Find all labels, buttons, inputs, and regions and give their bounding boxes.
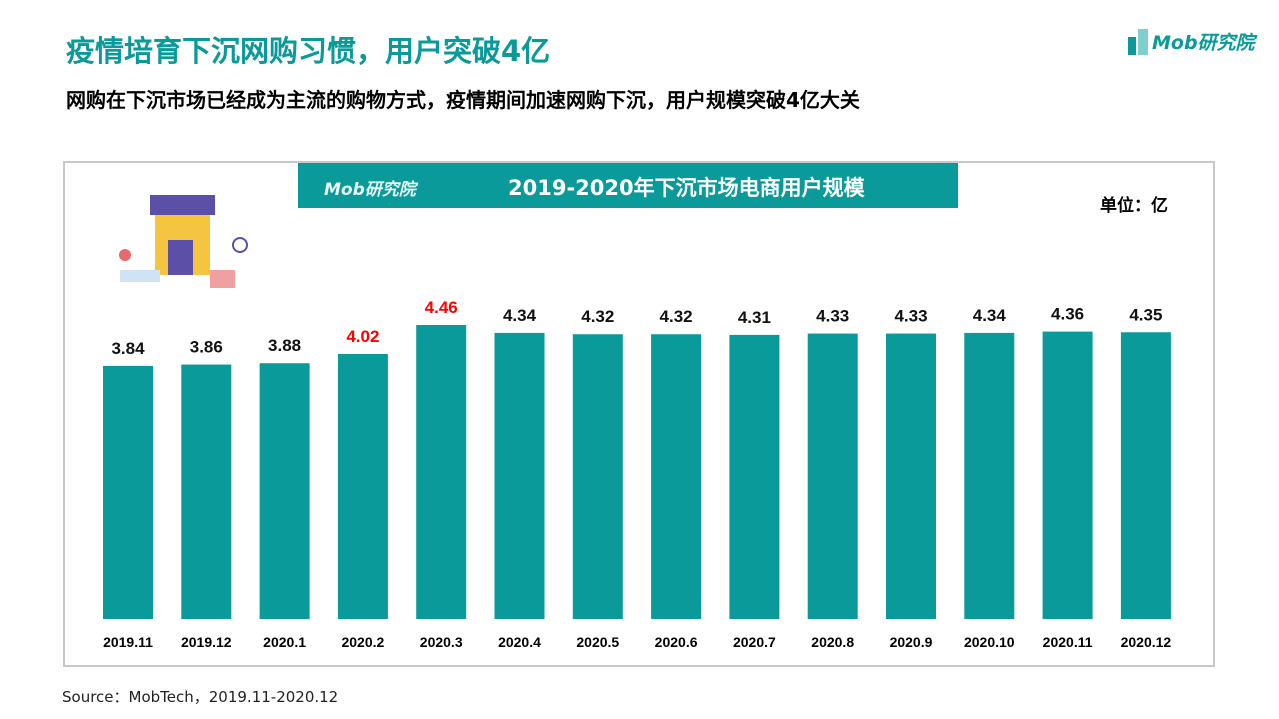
x-tick-label: 2019.11 xyxy=(103,634,153,650)
x-tick-label: 2020.9 xyxy=(890,634,933,650)
bar-2020.6 xyxy=(651,334,702,619)
data-label: 4.32 xyxy=(581,307,614,326)
x-tick-label: 2020.3 xyxy=(420,634,463,650)
bar-2020.8 xyxy=(807,333,858,619)
x-tick-label: 2020.12 xyxy=(1121,634,1172,650)
bar-2020.10 xyxy=(964,332,1015,619)
page-subtitle: 网购在下沉市场已经成为主流的购物方式，疫情期间加速网购下沉，用户规模突破4亿大关 xyxy=(66,88,860,112)
data-label: 4.33 xyxy=(816,307,849,326)
data-label: 4.34 xyxy=(973,306,1007,325)
mob-logo: Mob研究院 xyxy=(1128,28,1255,55)
bar-2019.11 xyxy=(103,365,153,619)
chart-frame xyxy=(63,161,1215,667)
bar-2020.5 xyxy=(572,334,623,619)
x-tick-label: 2019.12 xyxy=(181,634,232,650)
data-label: 4.35 xyxy=(1129,305,1162,324)
x-tick-label: 2020.10 xyxy=(964,634,1015,650)
data-label: 4.02 xyxy=(346,327,379,346)
bar-2020.11 xyxy=(1042,331,1093,619)
data-label: 3.88 xyxy=(268,336,301,355)
unit-label: 单位：亿 xyxy=(1100,196,1168,216)
x-tick-label: 2020.7 xyxy=(733,634,776,650)
chart-title-band: Mob研究院 2019-2020年下沉市场电商用户规模 xyxy=(298,163,958,208)
data-label: 3.86 xyxy=(190,338,223,357)
bar-2019.12 xyxy=(181,364,232,619)
data-label: 4.34 xyxy=(503,306,537,325)
x-tick-label: 2020.4 xyxy=(498,634,541,650)
bar-2020.12 xyxy=(1120,332,1171,619)
data-label: 4.46 xyxy=(425,298,458,317)
chart-title: 2019-2020年下沉市场电商用户规模 xyxy=(508,176,865,200)
x-tick-label: 2020.5 xyxy=(576,634,619,650)
bar-2020.4 xyxy=(494,332,545,619)
bar-2020.3 xyxy=(416,325,467,619)
bar-2020.7 xyxy=(729,334,780,619)
source-note: Source：MobTech，2019.11-2020.12 xyxy=(62,688,339,706)
bar-2020.9 xyxy=(886,333,936,619)
data-label: 3.84 xyxy=(111,339,145,358)
chart-logo: Mob研究院 xyxy=(324,180,416,200)
x-tick-label: 2020.6 xyxy=(655,634,698,650)
data-label: 4.33 xyxy=(894,307,927,326)
bar-2020.2 xyxy=(337,354,388,619)
shop-illustration xyxy=(119,195,248,288)
data-label: 4.31 xyxy=(738,308,771,327)
x-tick-label: 2020.2 xyxy=(341,634,384,650)
data-label: 4.32 xyxy=(660,307,693,326)
x-tick-label: 2020.11 xyxy=(1043,634,1093,650)
data-label: 4.36 xyxy=(1051,305,1084,324)
x-tick-label: 2020.1 xyxy=(263,634,306,650)
x-tick-label: 2020.8 xyxy=(811,634,854,650)
page-title: 疫情培育下沉网购习惯，用户突破4亿 xyxy=(66,34,551,68)
bar-2020.1 xyxy=(259,363,310,619)
